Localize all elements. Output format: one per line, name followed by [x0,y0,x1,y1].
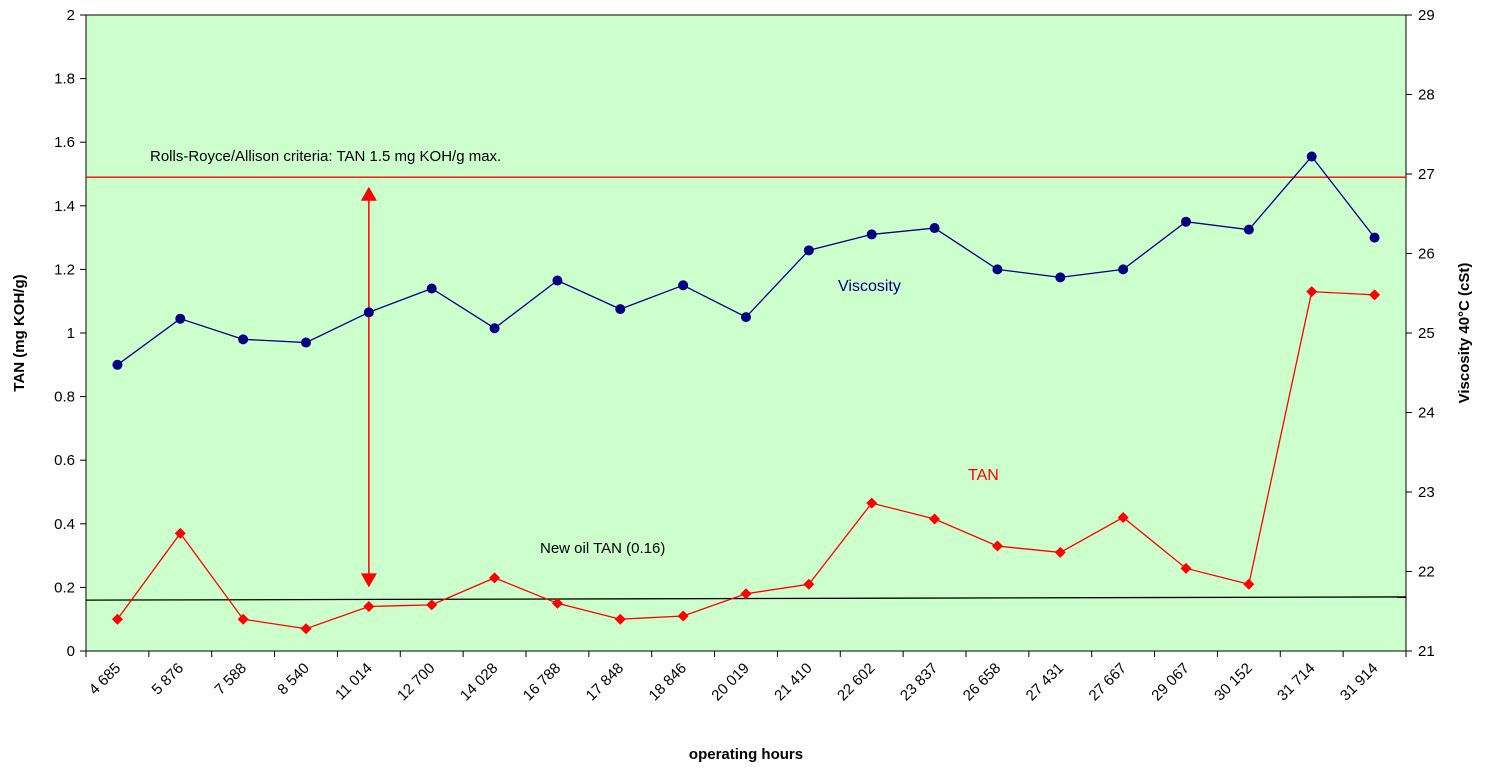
arrow-head-bottom [360,573,377,588]
tan-point [991,540,1003,552]
y-axis-right-label: Viscosity 40°C (cSt) [1456,263,1473,404]
tan-point [237,613,249,625]
y-right-tick-label: 21 [1418,643,1435,660]
viscosity-point [929,223,940,234]
viscosity-point [992,264,1003,275]
viscosity-point [175,313,186,324]
x-tick-label: 31 914 [1337,660,1381,704]
y-left-tick-label: 0.4 [54,516,75,533]
viscosity-point [1306,151,1317,162]
viscosity-point [363,307,374,318]
y-left-tick-label: 2 [67,7,75,24]
x-tick-label: 26 658 [960,660,1004,704]
viscosity-point [741,312,751,323]
viscosity-series-label: Viscosity [838,278,901,295]
x-tick-label: 21 410 [771,660,815,704]
x-tick-label: 22 602 [834,660,878,704]
x-tick-label: 20 019 [708,660,752,704]
x-tick-label: 14 028 [457,660,501,704]
y-right-tick-label: 29 [1418,7,1435,24]
tan-point [1117,511,1129,523]
tan-point [1243,578,1255,590]
y-right-tick-label: 25 [1418,325,1435,342]
viscosity-point [552,275,563,286]
x-tick-label: 16 788 [520,660,564,704]
x-tick-label: 27 431 [1023,660,1067,704]
x-tick-label: 30 152 [1211,660,1255,704]
tan-point [1054,546,1066,558]
tan-point [1369,289,1381,301]
x-axis-label: operating hours [689,746,803,763]
tan-point [111,613,123,625]
tan-point [1306,286,1318,298]
y-left-tick-label: 0.6 [54,452,75,469]
tan-series-label: TAN [968,467,999,484]
new-oil-label: New oil TAN (0.16) [540,540,665,557]
y-left-tick-label: 0.8 [54,389,75,406]
tan-point [300,623,312,635]
x-tick-label: 27 667 [1086,660,1130,704]
y-left-tick-label: 1.8 [54,71,75,88]
viscosity-point [615,304,626,315]
y-right-tick-label: 22 [1418,564,1435,581]
y-left-tick-label: 1.6 [54,134,75,151]
viscosity-point [803,245,814,256]
x-tick-label: 8 540 [274,660,313,699]
tan-point [614,613,626,625]
x-tick-label: 23 837 [897,660,941,704]
y-left-tick-label: 0 [67,643,75,660]
x-tick-label: 7 588 [211,660,250,699]
viscosity-point [301,337,311,348]
x-tick-label: 29 067 [1148,660,1192,704]
tan-point [866,497,878,509]
x-tick-label: 12 700 [394,660,438,704]
tan-point [677,610,689,622]
y-right-tick-label: 26 [1418,246,1435,263]
x-tick-label: 18 846 [646,660,690,704]
tan-point [174,527,186,539]
tan-point [803,578,815,590]
tan-point [426,599,438,611]
y-right-tick-label: 27 [1418,166,1435,183]
viscosity-point [866,229,877,240]
viscosity-point [1181,216,1191,227]
y-right-tick-label: 23 [1418,484,1435,501]
series-layer [111,151,1381,635]
x-tick-label: 5 876 [149,660,188,699]
tan-point [489,572,501,584]
y-left-tick-label: 0.2 [54,579,75,596]
y-left-tick-label: 1 [67,325,75,342]
tan-point [929,513,941,525]
tan-point [363,600,375,612]
viscosity-point [678,280,689,291]
tan-point [551,597,563,609]
viscosity-point [238,334,249,345]
y-left-tick-label: 1.4 [54,198,75,215]
y-right-tick-label: 28 [1418,87,1435,104]
y-right-tick-label: 24 [1418,405,1435,422]
viscosity-point [426,283,437,294]
x-tick-label: 4 685 [86,660,125,699]
viscosity-point [1055,272,1066,283]
plot-area [85,14,1407,652]
x-tick-label: 31 714 [1274,660,1318,704]
viscosity-point [1118,264,1129,275]
tan-point [740,588,752,600]
criteria-label: Rolls-Royce/Allison criteria: TAN 1.5 mg… [150,148,501,165]
tan-point [1180,562,1192,574]
x-tick-label: 11 014 [332,660,376,704]
x-tick-label: 17 848 [583,660,627,704]
viscosity-point [112,359,123,370]
viscosity-point [489,323,500,334]
viscosity-point [1243,224,1254,235]
viscosity-point [1369,232,1380,243]
y-left-tick-label: 1.2 [54,261,75,278]
arrow-head-top [360,186,377,201]
y-axis-left-label: TAN (mg KOH/g) [11,274,28,391]
